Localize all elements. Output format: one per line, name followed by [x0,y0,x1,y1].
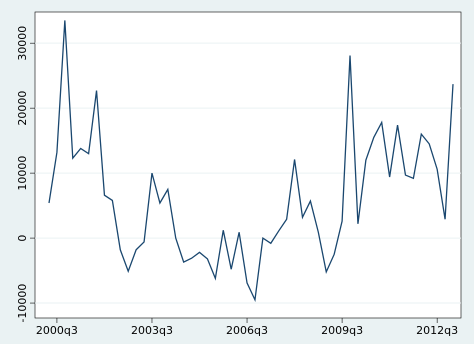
plot-area [34,11,462,319]
y-tick-label: 20000 [16,91,29,126]
y-tick-label: -10000 [16,284,29,323]
y-tick-label: 0 [16,235,29,242]
y-tick-label: 30000 [16,26,29,61]
x-tick-label: 2009q3 [321,324,363,337]
x-tick-label: 2003q3 [131,324,173,337]
x-tick-label: 2000q3 [36,324,78,337]
line [48,20,454,303]
x-tick-label: 2006q3 [226,324,268,337]
y-tick-label: 10000 [16,156,29,191]
x-tick-label: 2012q3 [416,324,458,337]
